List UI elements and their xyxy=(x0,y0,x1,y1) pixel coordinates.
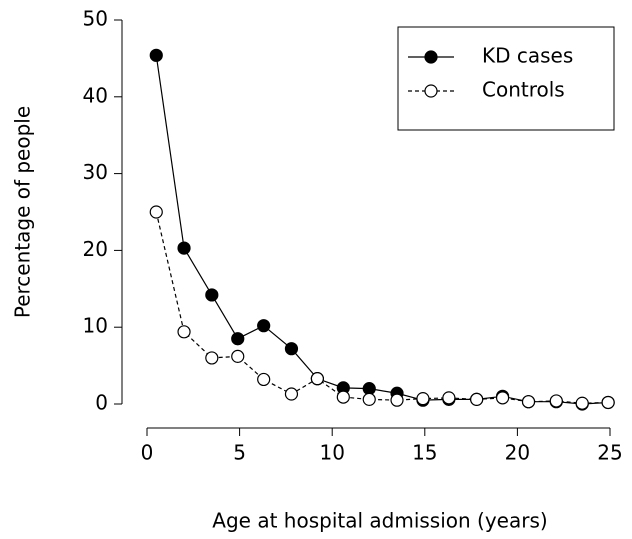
legend-label: KD cases xyxy=(482,44,573,68)
point xyxy=(575,396,589,410)
point xyxy=(257,372,271,387)
point xyxy=(470,392,484,406)
point xyxy=(205,351,219,365)
x-tick-label: 0 xyxy=(141,441,154,465)
x-tick-label: 15 xyxy=(412,441,437,465)
point xyxy=(177,241,191,255)
point xyxy=(416,392,430,406)
point xyxy=(231,349,245,363)
point xyxy=(390,393,404,407)
point xyxy=(284,342,299,356)
y-tick-label: 10 xyxy=(83,314,108,338)
x-tick-label: 20 xyxy=(505,441,530,465)
point xyxy=(442,391,456,405)
point xyxy=(601,395,615,410)
point xyxy=(257,319,271,333)
point xyxy=(177,325,191,339)
x-tick-label: 25 xyxy=(597,441,622,465)
point xyxy=(149,48,163,62)
x-axis-label: Age at hospital admission (years) xyxy=(212,509,547,533)
y-tick-label: 50 xyxy=(83,7,108,31)
point xyxy=(231,332,245,346)
point xyxy=(549,394,563,408)
point xyxy=(310,372,324,386)
legend-marker xyxy=(424,84,438,98)
y-axis-label: Percentage of people xyxy=(11,106,35,318)
y-tick-label: 20 xyxy=(83,237,108,261)
point xyxy=(284,387,299,401)
legend-box xyxy=(397,26,615,131)
point xyxy=(362,392,376,406)
y-tick-label: 40 xyxy=(83,83,108,107)
point xyxy=(521,395,536,409)
x-tick-label: 10 xyxy=(319,441,344,465)
legend-marker xyxy=(424,50,438,64)
point xyxy=(336,390,350,404)
x-tick-label: 5 xyxy=(233,441,246,465)
legend-label: Controls xyxy=(482,78,565,102)
point xyxy=(495,391,510,405)
point xyxy=(205,288,219,302)
y-tick-label: 30 xyxy=(83,160,108,184)
point xyxy=(149,205,163,219)
series-line xyxy=(155,211,609,404)
y-tick-label: 0 xyxy=(95,391,108,415)
